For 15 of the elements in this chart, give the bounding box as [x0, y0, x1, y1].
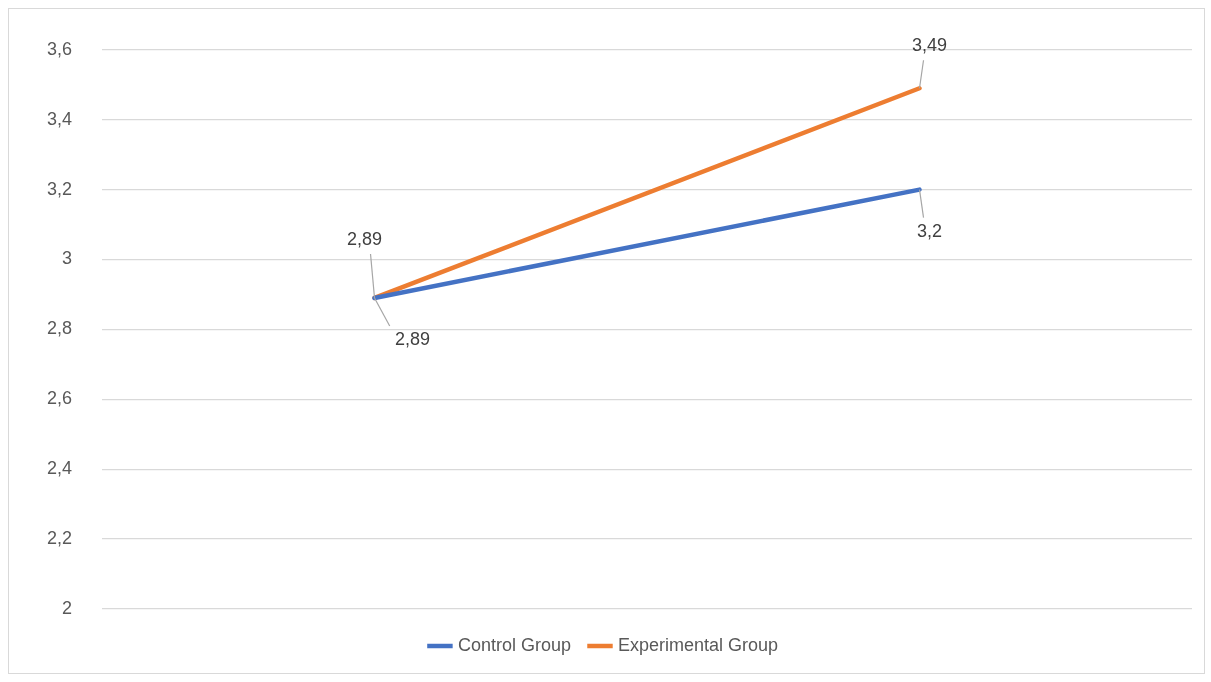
y-tick-label: 3,6 [46, 38, 73, 59]
y-tick-label: 2,6 [46, 388, 73, 409]
y-tick-label: 2,4 [46, 458, 73, 479]
legend-label: Experimental Group [617, 634, 779, 655]
legend-label: Control Group [457, 634, 571, 655]
data-label: 2,89 [394, 328, 431, 349]
y-tick-label: 3,4 [46, 108, 73, 129]
data-label: 3,2 [916, 220, 943, 241]
y-tick-label: 2,2 [46, 528, 73, 549]
data-label: 2,89 [346, 228, 383, 249]
y-tick-label: 3,2 [46, 178, 73, 199]
data-label: 3,49 [911, 35, 948, 56]
y-tick-label: 2,8 [46, 318, 73, 339]
y-tick-label: 3 [62, 248, 73, 269]
y-tick-label: 2 [62, 597, 73, 618]
